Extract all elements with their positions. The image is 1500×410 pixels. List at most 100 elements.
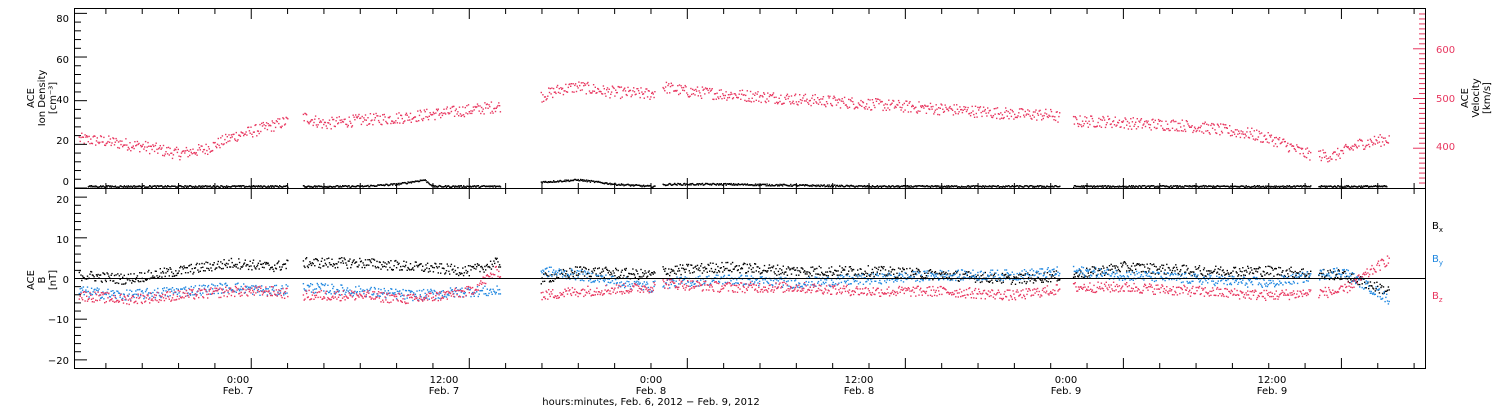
velocity-point — [592, 84, 595, 86]
velocity-point — [474, 105, 476, 108]
by-point — [470, 295, 472, 298]
velocity-point — [606, 87, 609, 89]
bx-point — [1242, 274, 1245, 276]
density-point — [1276, 186, 1278, 188]
density-point — [1108, 185, 1110, 187]
density-point — [617, 184, 619, 186]
bx-point — [837, 270, 839, 272]
bx-point — [866, 272, 869, 275]
by-point — [263, 291, 265, 293]
density-point — [920, 185, 922, 187]
density-point — [1277, 186, 1279, 188]
density-point — [841, 185, 843, 187]
bx-point — [347, 260, 349, 262]
velocity-point — [416, 120, 418, 123]
velocity-point — [763, 92, 765, 94]
density-point — [600, 182, 602, 184]
velocity-point — [422, 117, 425, 120]
density-point — [116, 186, 118, 188]
bx-point — [692, 267, 695, 269]
velocity-point — [1227, 132, 1229, 134]
density-point — [278, 186, 280, 188]
bx-point — [573, 272, 575, 274]
velocity-point — [1381, 141, 1384, 143]
velocity-point — [1120, 126, 1122, 128]
density-point — [984, 185, 987, 187]
density-point — [1335, 186, 1337, 188]
by-point — [186, 295, 188, 297]
density-point — [1168, 186, 1170, 189]
by-point — [148, 292, 150, 294]
density-point — [930, 185, 933, 187]
velocity-point — [1319, 156, 1321, 158]
bx-point — [945, 271, 947, 274]
density-point — [1308, 185, 1310, 188]
bx-point — [1104, 272, 1107, 274]
bx-point — [1142, 270, 1144, 273]
velocity-point — [1257, 136, 1260, 138]
velocity-point — [490, 101, 493, 103]
by-point — [203, 287, 206, 289]
by-point — [455, 287, 457, 289]
by-point — [479, 290, 481, 292]
density-point — [859, 185, 861, 187]
velocity-point — [192, 148, 194, 150]
velocity-point — [447, 112, 449, 114]
velocity-point — [149, 145, 152, 147]
by-point — [86, 291, 88, 293]
bx-point — [1275, 268, 1277, 270]
velocity-point — [319, 120, 322, 122]
velocity-point — [990, 114, 992, 117]
velocity-point — [1346, 145, 1348, 148]
density-point — [481, 185, 484, 187]
density-point — [1247, 186, 1249, 188]
bx-point — [772, 266, 774, 269]
by-point — [341, 284, 343, 286]
density-point — [760, 184, 762, 186]
density-point — [1083, 186, 1085, 188]
bx-point — [355, 261, 357, 263]
velocity-point — [1367, 139, 1369, 141]
velocity-point — [311, 119, 314, 121]
velocity-point — [906, 100, 908, 102]
bx-point — [213, 262, 215, 264]
velocity-point — [201, 145, 203, 147]
density-point — [817, 184, 820, 186]
density-point — [1307, 185, 1309, 188]
velocity-point — [341, 119, 343, 121]
velocity-point — [975, 112, 977, 115]
velocity-point — [362, 121, 364, 123]
density-point — [847, 185, 849, 187]
velocity-point — [1045, 113, 1048, 115]
velocity-point — [982, 106, 985, 108]
velocity-point — [286, 117, 288, 119]
bx-point — [753, 271, 755, 273]
bx-point — [1318, 274, 1320, 277]
density-point — [1320, 185, 1323, 187]
velocity-point — [780, 94, 782, 96]
by-point — [194, 285, 197, 287]
bx-point — [1174, 270, 1176, 272]
by-point — [318, 286, 320, 288]
density-point — [484, 185, 486, 187]
velocity-point — [697, 95, 699, 97]
bx-point — [707, 263, 709, 266]
density-point — [678, 183, 680, 185]
bx-point — [1189, 271, 1192, 273]
bx-point — [718, 270, 720, 272]
density-point — [1009, 186, 1011, 188]
density-point — [1018, 186, 1020, 188]
top-panel-frame — [74, 8, 1426, 189]
density-point — [1039, 185, 1041, 187]
velocity-point — [1008, 118, 1010, 120]
bx-point — [443, 267, 445, 270]
density-point — [1281, 185, 1283, 188]
density-point — [792, 184, 794, 186]
by-point — [111, 294, 113, 296]
by-point — [247, 288, 249, 290]
velocity-point — [671, 84, 673, 87]
velocity-point — [1273, 145, 1275, 147]
density-point — [131, 186, 133, 188]
density-point — [1347, 185, 1350, 187]
density-point — [1199, 185, 1202, 188]
